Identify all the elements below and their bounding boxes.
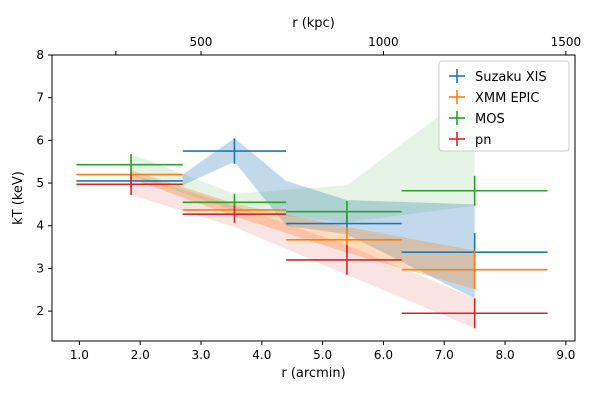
y-tick-label: 3 [36,261,44,275]
plot-frame [51,54,576,342]
point-mos-3 [286,200,402,223]
legend-item-mos: MOS [449,111,505,127]
point-pn-3 [286,244,402,275]
x-tick-label: 5.0 [313,348,332,362]
point-mos-4 [401,175,548,206]
legend-item-xmm-epic: XMM EPIC [449,90,539,106]
x-axis-ticks: 1.0 2.0 3.0 4.0 5.0 6.0 7.0 8.0 9.0 [70,341,575,362]
legend: Suzaku XIS XMM EPIC MOS pn [438,60,570,152]
y-tick-label: 5 [36,176,44,190]
x-axis-label: r (arcmin) [281,366,345,381]
legend-item-pn: pn [449,132,492,148]
y-axis-ticks: 2 3 4 5 6 7 8 [36,48,52,318]
data-points [76,138,548,329]
point-xmm-epic-4 [401,250,548,289]
point-pn-1 [76,173,183,196]
x-tick-label: 9.0 [556,348,575,362]
legend-label: pn [475,133,492,148]
y-tick-label: 7 [36,91,44,105]
x-tick-label: 6.0 [374,348,393,362]
band-mos [131,89,475,223]
x-tick-label: 2.0 [131,348,150,362]
y-tick-label: 4 [36,219,44,233]
x-tick-label: 3.0 [191,348,210,362]
band-suzaku-xis [182,138,475,299]
x-tick-label: 1.0 [70,348,89,362]
y-axis-label: kT (keV) [11,171,26,225]
legend-label: XMM EPIC [475,91,539,106]
legend-label: Suzaku XIS [475,70,547,85]
y-tick-label: 8 [36,48,44,62]
y-tick-label: 6 [36,133,44,147]
legend-label: MOS [475,112,505,127]
y-tick-label: 2 [36,304,44,318]
top-tick-label: 1000 [368,35,399,49]
top-axis-label: r (kpc) [292,16,335,31]
top-tick-label: 500 [190,35,213,49]
point-pn-2 [182,205,287,223]
x-tick-label: 4.0 [252,348,271,362]
top-tick-label: 1500 [551,35,582,49]
confidence-bands [131,89,475,329]
point-suzaku-xis-2 [182,138,287,164]
legend-item-suzaku-xis: Suzaku XIS [449,69,547,85]
point-mos-1 [76,154,183,176]
x-tick-label: 7.0 [435,348,454,362]
band-pn [131,173,475,329]
x-tick-label: 8.0 [496,348,515,362]
top-axis-ticks: 500 1000 1500 [115,35,582,55]
legend-box [438,60,570,152]
point-pn-4 [401,298,548,329]
